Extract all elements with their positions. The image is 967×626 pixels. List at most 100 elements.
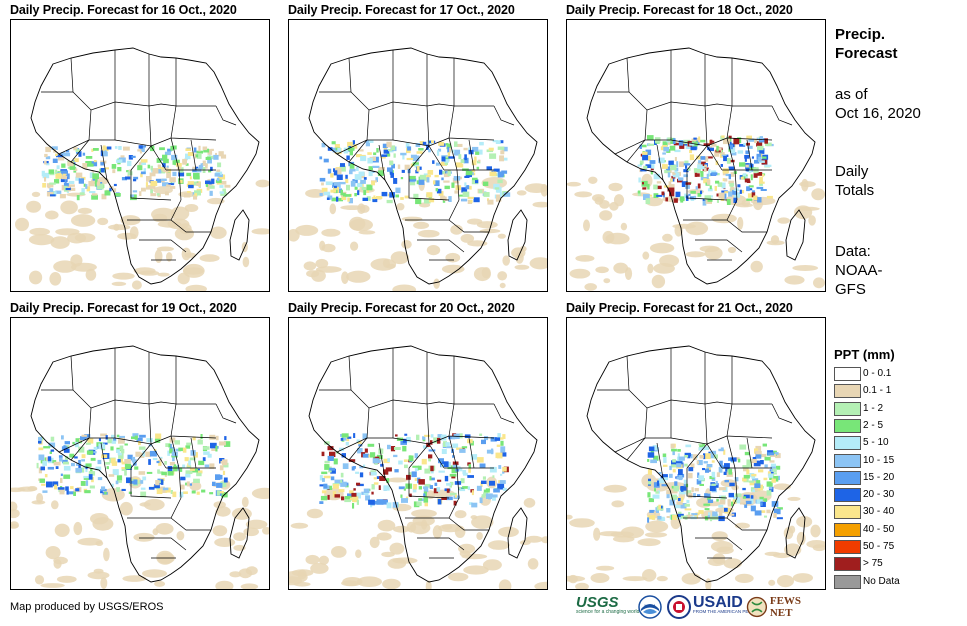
- precip-cell: [603, 484, 627, 493]
- precip-cell: [100, 577, 108, 589]
- precip-cell: [463, 157, 469, 164]
- precip-cell: [679, 143, 685, 149]
- precip-cell: [128, 491, 132, 494]
- precip-cell: [339, 165, 346, 172]
- precip-cell: [718, 504, 724, 508]
- precip-cell: [449, 481, 454, 486]
- precip-cell: [441, 264, 465, 274]
- precip-cell: [394, 447, 401, 450]
- precip-cell: [759, 176, 763, 182]
- precip-cell: [453, 433, 458, 437]
- precip-cell: [532, 201, 547, 208]
- precip-cell: [769, 460, 775, 463]
- precip-cell: [497, 146, 505, 150]
- precip-cell: [185, 470, 193, 474]
- precip-cell: [161, 471, 167, 476]
- precip-cell: [611, 500, 625, 508]
- precip-cell: [361, 186, 366, 191]
- precip-cell: [739, 162, 746, 167]
- precip-cell: [45, 210, 59, 220]
- precip-cell: [676, 501, 683, 505]
- precip-cell: [29, 270, 43, 285]
- precip-cell: [674, 170, 678, 173]
- legend-item: 50 - 75: [834, 540, 954, 554]
- precip-cell: [85, 469, 88, 473]
- precip-cell: [177, 166, 182, 170]
- country-border: [417, 537, 465, 551]
- precip-cell: [220, 180, 227, 185]
- precip-cell: [775, 453, 781, 459]
- country-border: [686, 443, 723, 469]
- precip-cell: [388, 149, 392, 152]
- precip-cell: [743, 494, 750, 499]
- precip-cell: [46, 191, 54, 197]
- precip-cell: [162, 487, 169, 491]
- precip-cell: [658, 516, 665, 521]
- precip-cell: [425, 580, 432, 589]
- precip-cell: [688, 492, 693, 499]
- precip-cell: [737, 458, 741, 463]
- country-border: [448, 219, 489, 233]
- precip-cell: [668, 184, 675, 188]
- precip-cell: [45, 163, 50, 166]
- precip-cell: [411, 509, 437, 518]
- precip-cell: [74, 158, 79, 163]
- precip-cell: [669, 473, 673, 478]
- precip-cell: [654, 488, 656, 492]
- precip-cell: [669, 190, 675, 197]
- precip-cell: [729, 482, 735, 487]
- precip-cell: [116, 487, 120, 492]
- precip-cell: [430, 434, 434, 438]
- precip-cell: [145, 451, 151, 457]
- precip-cell: [569, 518, 595, 528]
- precip-cell: [321, 142, 326, 148]
- precip-cell: [401, 216, 423, 222]
- precip-cell: [489, 171, 497, 177]
- precip-cell: [408, 455, 414, 462]
- precip-cell: [49, 182, 56, 185]
- country-border: [378, 442, 386, 479]
- precip-cell: [90, 161, 98, 167]
- precip-cell: [651, 514, 656, 520]
- precip-cell: [390, 251, 409, 265]
- precip-cell: [733, 197, 737, 203]
- precip-cell: [501, 170, 508, 174]
- precip-cell: [222, 470, 226, 475]
- precip-cell: [712, 511, 718, 517]
- precip-cell: [451, 467, 457, 474]
- precip-cell: [697, 183, 701, 189]
- precip-cell: [155, 433, 162, 440]
- precip-cell: [354, 193, 357, 197]
- precip-cell: [742, 465, 749, 469]
- precip-cell: [202, 457, 206, 462]
- precip-cell: [153, 186, 173, 195]
- precip-cell: [724, 507, 728, 512]
- precip-cell: [90, 457, 96, 461]
- usgs-tagline: science for a changing world: [576, 609, 640, 615]
- precip-cell: [661, 484, 668, 487]
- precip-cell: [44, 160, 47, 165]
- precip-cell: [133, 459, 137, 464]
- precip-cell: [331, 197, 338, 202]
- legend-swatch: [834, 418, 861, 433]
- country-border: [746, 437, 753, 469]
- precip-cell: [334, 185, 337, 189]
- precip-cell: [53, 149, 56, 153]
- precip-cell: [449, 484, 452, 488]
- precip-cell: [645, 164, 652, 168]
- precip-cell: [86, 450, 94, 455]
- precip-cell: [47, 456, 52, 462]
- precip-cell: [370, 470, 376, 474]
- precip-cell: [179, 491, 184, 498]
- precip-cell: [743, 474, 750, 479]
- precip-cell: [671, 485, 674, 489]
- precip-cell: [73, 491, 76, 496]
- precip-cell: [132, 190, 138, 193]
- precip-cell: [709, 139, 713, 145]
- precip-cell: [390, 172, 394, 178]
- precip-cell: [213, 154, 219, 160]
- precip-cell: [42, 490, 48, 493]
- precip-cell: [209, 185, 215, 189]
- precip-cell: [176, 162, 182, 167]
- precip-cell: [170, 206, 190, 221]
